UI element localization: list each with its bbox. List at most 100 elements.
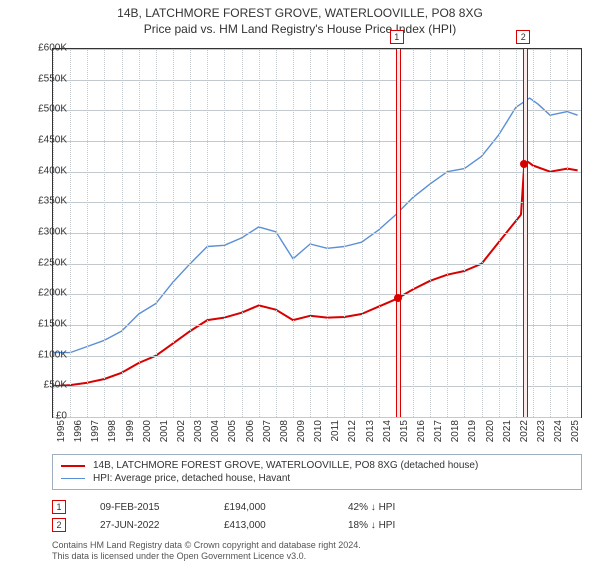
chart-plot-area — [52, 48, 582, 418]
gridline-vertical — [464, 49, 465, 417]
gridline-vertical — [310, 49, 311, 417]
gridline-horizontal — [53, 386, 581, 387]
event-price: £194,000 — [224, 502, 314, 513]
gridline-vertical — [276, 49, 277, 417]
gridline-horizontal — [53, 264, 581, 265]
x-axis-tick-label: 2004 — [210, 420, 221, 442]
x-axis-tick-label: 2001 — [159, 420, 170, 442]
chart-title: 14B, LATCHMORE FOREST GROVE, WATERLOOVIL… — [0, 6, 600, 37]
event-number-box: 2 — [52, 518, 66, 532]
legend-label: 14B, LATCHMORE FOREST GROVE, WATERLOOVIL… — [93, 460, 478, 471]
legend-item: HPI: Average price, detached house, Hava… — [61, 472, 573, 485]
gridline-vertical — [259, 49, 260, 417]
y-axis-tick-label: £50K — [21, 380, 67, 391]
x-axis-tick-label: 2019 — [467, 420, 478, 442]
gridline-vertical — [362, 49, 363, 417]
x-axis-tick-label: 2007 — [262, 420, 273, 442]
x-axis-tick-label: 2025 — [570, 420, 581, 442]
legend-label: HPI: Average price, detached house, Hava… — [93, 473, 290, 484]
event-marker-band — [523, 49, 528, 417]
x-axis-tick-label: 2022 — [519, 420, 530, 442]
title-line1: 14B, LATCHMORE FOREST GROVE, WATERLOOVIL… — [0, 6, 600, 22]
gridline-horizontal — [53, 417, 581, 418]
gridline-vertical — [379, 49, 380, 417]
y-axis-tick-label: £400K — [21, 165, 67, 176]
x-axis-tick-label: 1998 — [107, 420, 118, 442]
gridline-vertical — [567, 49, 568, 417]
gridline-vertical — [224, 49, 225, 417]
x-axis-tick-label: 2010 — [313, 420, 324, 442]
event-price: £413,000 — [224, 520, 314, 531]
event-marker-band — [396, 49, 401, 417]
y-axis-tick-label: £500K — [21, 104, 67, 115]
gridline-horizontal — [53, 233, 581, 234]
gridline-horizontal — [53, 172, 581, 173]
y-axis-tick-label: £450K — [21, 135, 67, 146]
gridline-vertical — [327, 49, 328, 417]
legend-box: 14B, LATCHMORE FOREST GROVE, WATERLOOVIL… — [52, 454, 582, 490]
attribution-footer: Contains HM Land Registry data © Crown c… — [52, 540, 361, 562]
event-date: 09-FEB-2015 — [100, 502, 190, 513]
gridline-horizontal — [53, 141, 581, 142]
event-pct: 42% ↓ HPI — [348, 502, 438, 513]
x-axis-tick-label: 2014 — [382, 420, 393, 442]
gridline-vertical — [482, 49, 483, 417]
legend-swatch — [61, 465, 85, 467]
gridline-vertical — [516, 49, 517, 417]
y-axis-tick-label: £250K — [21, 257, 67, 268]
gridline-vertical — [190, 49, 191, 417]
legend-item: 14B, LATCHMORE FOREST GROVE, WATERLOOVIL… — [61, 459, 573, 472]
gridline-vertical — [550, 49, 551, 417]
x-axis-tick-label: 2023 — [536, 420, 547, 442]
x-axis-tick-label: 2018 — [450, 420, 461, 442]
event-marker-label: 2 — [516, 30, 530, 44]
x-axis-tick-label: 1996 — [73, 420, 84, 442]
gridline-vertical — [242, 49, 243, 417]
y-axis-tick-label: £300K — [21, 227, 67, 238]
gridline-vertical — [413, 49, 414, 417]
gridline-vertical — [499, 49, 500, 417]
y-axis-tick-label: £150K — [21, 319, 67, 330]
gridline-vertical — [139, 49, 140, 417]
gridline-vertical — [430, 49, 431, 417]
gridline-vertical — [104, 49, 105, 417]
x-axis-tick-label: 1995 — [56, 420, 67, 442]
event-marker-label: 1 — [390, 30, 404, 44]
x-axis-tick-label: 2009 — [296, 420, 307, 442]
gridline-horizontal — [53, 110, 581, 111]
title-line2: Price paid vs. HM Land Registry's House … — [0, 22, 600, 38]
x-axis-tick-label: 2016 — [416, 420, 427, 442]
gridline-vertical — [447, 49, 448, 417]
y-axis-tick-label: £600K — [21, 43, 67, 54]
x-axis-tick-label: 2015 — [399, 420, 410, 442]
gridline-vertical — [173, 49, 174, 417]
gridline-horizontal — [53, 80, 581, 81]
gridline-vertical — [70, 49, 71, 417]
gridline-horizontal — [53, 356, 581, 357]
y-axis-tick-label: £550K — [21, 73, 67, 84]
gridline-vertical — [344, 49, 345, 417]
x-axis-tick-label: 2011 — [330, 420, 341, 442]
event-row: 1 09-FEB-2015 £194,000 42% ↓ HPI — [52, 500, 582, 514]
footer-line1: Contains HM Land Registry data © Crown c… — [52, 540, 361, 551]
x-axis-tick-label: 2000 — [142, 420, 153, 442]
x-axis-tick-label: 2005 — [227, 420, 238, 442]
gridline-vertical — [156, 49, 157, 417]
price-point — [394, 294, 402, 302]
x-axis-tick-label: 2006 — [245, 420, 256, 442]
y-axis-tick-label: £200K — [21, 288, 67, 299]
gridline-horizontal — [53, 294, 581, 295]
events-table: 109-FEB-2015£194,00042% ↓ HPI227-JUN-202… — [52, 500, 582, 536]
event-pct: 18% ↓ HPI — [348, 520, 438, 531]
gridline-vertical — [207, 49, 208, 417]
x-axis-tick-label: 2013 — [365, 420, 376, 442]
gridline-vertical — [87, 49, 88, 417]
event-number-box: 1 — [52, 500, 66, 514]
y-axis-tick-label: £350K — [21, 196, 67, 207]
gridline-vertical — [533, 49, 534, 417]
x-axis-tick-label: 1999 — [125, 420, 136, 442]
gridline-vertical — [122, 49, 123, 417]
legend-swatch — [61, 478, 85, 479]
x-axis-tick-label: 2002 — [176, 420, 187, 442]
gridline-horizontal — [53, 325, 581, 326]
